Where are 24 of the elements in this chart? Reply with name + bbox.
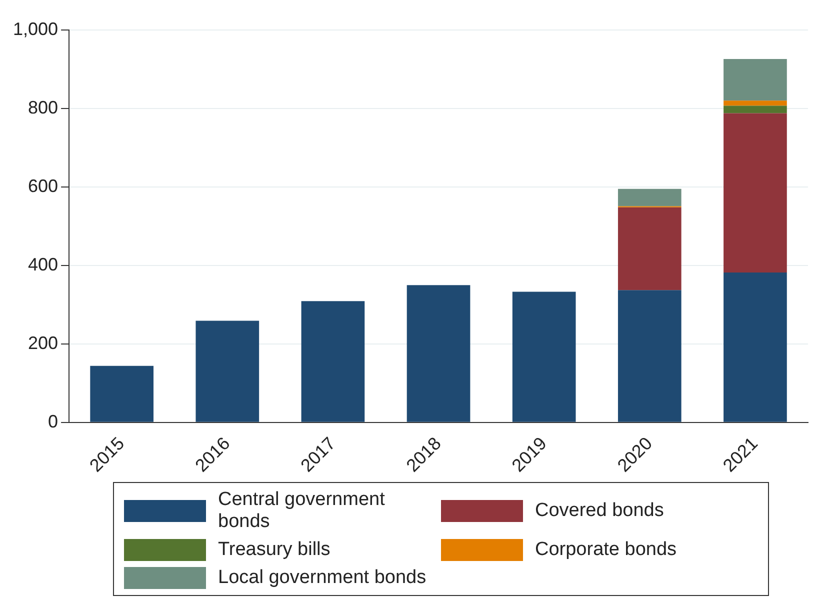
bar (724, 100, 787, 106)
y-tick-label: 0 (48, 411, 58, 432)
bar (90, 366, 154, 422)
y-tick-label: 800 (28, 97, 58, 118)
bar (406, 285, 470, 422)
legend-label: Covered bonds (535, 500, 664, 522)
bar (724, 272, 787, 422)
legend-label: Central government bonds (218, 489, 386, 533)
bar (196, 320, 260, 422)
bar (618, 188, 682, 206)
y-tick-label: 200 (28, 332, 58, 353)
bar (724, 113, 787, 273)
legend-label: Local government bonds (218, 567, 426, 589)
y-tick-label: 400 (28, 254, 58, 274)
bar (618, 290, 682, 422)
bar (301, 301, 365, 422)
y-tick-label: 600 (28, 176, 58, 196)
y-tick-label: 1,000 (12, 18, 58, 39)
bar (724, 106, 787, 114)
legend-label: Treasury bills (218, 539, 330, 561)
bar (724, 59, 787, 101)
legend-label: Corporate bonds (535, 539, 677, 561)
bar (512, 292, 576, 422)
bar (618, 207, 682, 290)
